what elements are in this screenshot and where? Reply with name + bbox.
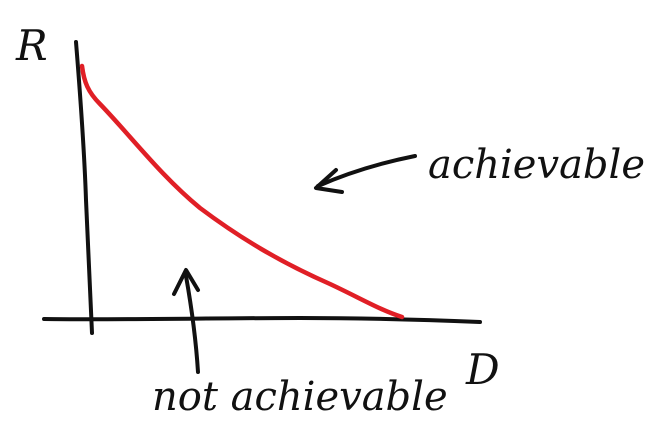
rate-distortion-curve bbox=[79, 63, 405, 320]
not-achievable-arrow-head bbox=[172, 268, 200, 296]
achievable-label: achievable bbox=[428, 142, 645, 188]
not-achievable-label: not achievable bbox=[152, 374, 448, 420]
not-achievable-arrow-shaft bbox=[184, 274, 200, 374]
y-axis-label: R bbox=[15, 21, 48, 70]
x-axis bbox=[42, 315, 482, 324]
achievable-arrow-shaft bbox=[316, 154, 417, 188]
y-axis bbox=[74, 40, 94, 335]
achievable-arrow-head bbox=[314, 168, 344, 194]
x-axis-label: D bbox=[465, 345, 500, 394]
